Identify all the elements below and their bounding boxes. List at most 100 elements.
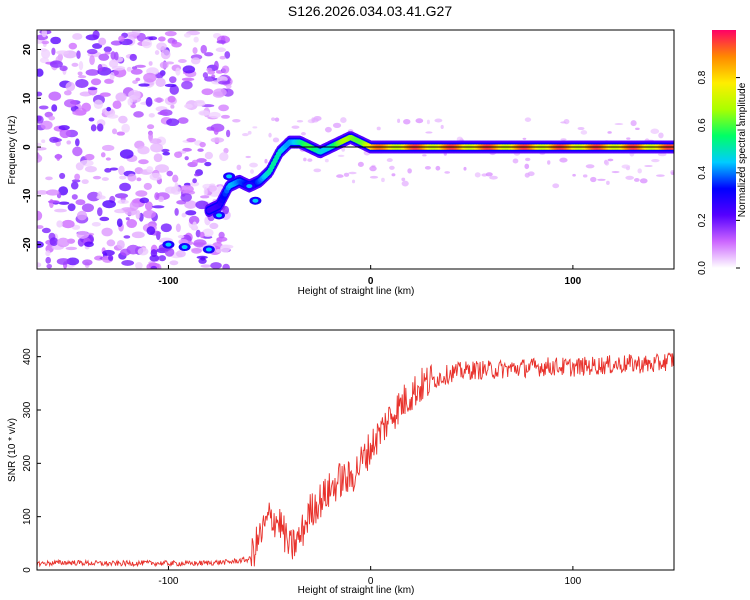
noise-blob bbox=[303, 157, 307, 162]
spectrogram-heatmap bbox=[37, 30, 674, 269]
noise-blob bbox=[242, 133, 249, 137]
noise-blob bbox=[68, 42, 78, 50]
noise-blob bbox=[324, 158, 329, 163]
noise-blob bbox=[81, 203, 95, 213]
noise-blob bbox=[89, 55, 95, 66]
noise-blob bbox=[37, 91, 43, 97]
noise-blob bbox=[313, 168, 322, 173]
noise-blob bbox=[671, 171, 674, 176]
noise-blob bbox=[369, 165, 377, 172]
noise-blob bbox=[215, 249, 222, 253]
noise-blob bbox=[49, 60, 63, 68]
noise-blob bbox=[104, 51, 111, 55]
noise-blob bbox=[146, 166, 154, 173]
noise-blob bbox=[249, 162, 258, 168]
noise-blob bbox=[164, 31, 177, 37]
noise-blob bbox=[84, 153, 95, 161]
noise-blob bbox=[61, 219, 75, 229]
noise-blob bbox=[37, 115, 44, 124]
noise-blob bbox=[45, 176, 53, 181]
noise-blob bbox=[59, 172, 66, 179]
noise-blob bbox=[192, 47, 198, 54]
noise-blob bbox=[219, 55, 226, 60]
noise-blob bbox=[56, 153, 61, 161]
noise-blob bbox=[199, 141, 206, 148]
noise-blob bbox=[110, 51, 116, 60]
noise-blob bbox=[369, 175, 379, 179]
noise-blob bbox=[56, 237, 70, 248]
y-tick-label: 20 bbox=[22, 44, 33, 56]
noise-blob bbox=[547, 160, 551, 165]
noise-blob bbox=[169, 260, 179, 266]
spectrogram-y-label: Frequency (Hz) bbox=[7, 116, 18, 185]
noise-blob bbox=[87, 87, 98, 91]
noise-blob bbox=[434, 118, 443, 123]
noise-blob bbox=[149, 254, 160, 262]
noise-blob bbox=[101, 177, 109, 181]
noise-blob bbox=[78, 61, 84, 71]
y-tick-label: 100 bbox=[22, 508, 33, 525]
noise-blob bbox=[135, 210, 141, 220]
noise-blob bbox=[194, 173, 200, 177]
noise-blob bbox=[527, 171, 535, 177]
noise-blob bbox=[148, 113, 155, 118]
noise-blob bbox=[46, 264, 53, 269]
noise-blob bbox=[125, 217, 130, 221]
noise-blob bbox=[250, 169, 254, 174]
noise-blob bbox=[174, 182, 179, 192]
noise-blob bbox=[193, 36, 199, 43]
colorbar-ticks: 0.0 0.2 0.4 0.6 0.8 bbox=[697, 70, 740, 275]
spectrogram-frame bbox=[36, 29, 675, 270]
noise-blob bbox=[41, 139, 46, 144]
noise-blob bbox=[560, 138, 567, 141]
noise-blob bbox=[153, 153, 163, 163]
noise-blob bbox=[192, 221, 197, 230]
noise-blob bbox=[525, 157, 531, 162]
noise-blob bbox=[56, 50, 70, 55]
noise-blob bbox=[54, 208, 67, 213]
noise-blob bbox=[105, 157, 111, 161]
noise-blob bbox=[37, 225, 44, 229]
noise-blob bbox=[130, 68, 143, 75]
noise-blob bbox=[435, 165, 441, 171]
noise-blob bbox=[138, 159, 149, 165]
noise-blob bbox=[112, 100, 122, 109]
noise-blob bbox=[86, 48, 98, 55]
x-tick-label: 0 bbox=[368, 276, 374, 287]
noise-blob bbox=[37, 154, 43, 163]
noise-blob bbox=[154, 97, 164, 103]
noise-blob bbox=[184, 156, 189, 161]
noise-blob bbox=[99, 92, 111, 97]
noise-blob bbox=[193, 101, 206, 107]
noise-blob bbox=[218, 231, 225, 239]
noise-blob bbox=[167, 95, 176, 103]
noise-blob bbox=[132, 200, 141, 204]
noise-blob bbox=[121, 259, 135, 266]
noise-blob bbox=[37, 142, 42, 147]
noise-blob bbox=[76, 230, 89, 239]
noise-blob bbox=[49, 237, 59, 247]
noise-blob bbox=[125, 31, 140, 37]
noise-blob bbox=[134, 64, 146, 68]
noise-blob bbox=[202, 72, 209, 79]
noise-blob bbox=[58, 125, 70, 131]
noise-blob bbox=[210, 262, 222, 269]
colorbar-tick-label: 0.8 bbox=[697, 70, 708, 84]
signal-blob-core bbox=[252, 198, 259, 203]
noise-blob bbox=[51, 104, 58, 112]
noise-blob bbox=[92, 175, 102, 180]
x-tick-label: 100 bbox=[565, 276, 582, 287]
noise-blob bbox=[191, 247, 202, 254]
noise-blob bbox=[463, 166, 467, 171]
noise-blob bbox=[104, 168, 112, 173]
noise-blob bbox=[200, 195, 210, 199]
noise-blob bbox=[92, 30, 100, 39]
noise-blob bbox=[188, 215, 200, 225]
noise-blob bbox=[524, 163, 530, 170]
noise-blob bbox=[116, 239, 125, 250]
spectrogram-x-label: Height of straight line (km) bbox=[298, 286, 415, 297]
noise-blob bbox=[160, 148, 170, 153]
noise-blob bbox=[118, 165, 125, 176]
noise-blob bbox=[74, 173, 81, 181]
noise-blob bbox=[341, 147, 346, 152]
